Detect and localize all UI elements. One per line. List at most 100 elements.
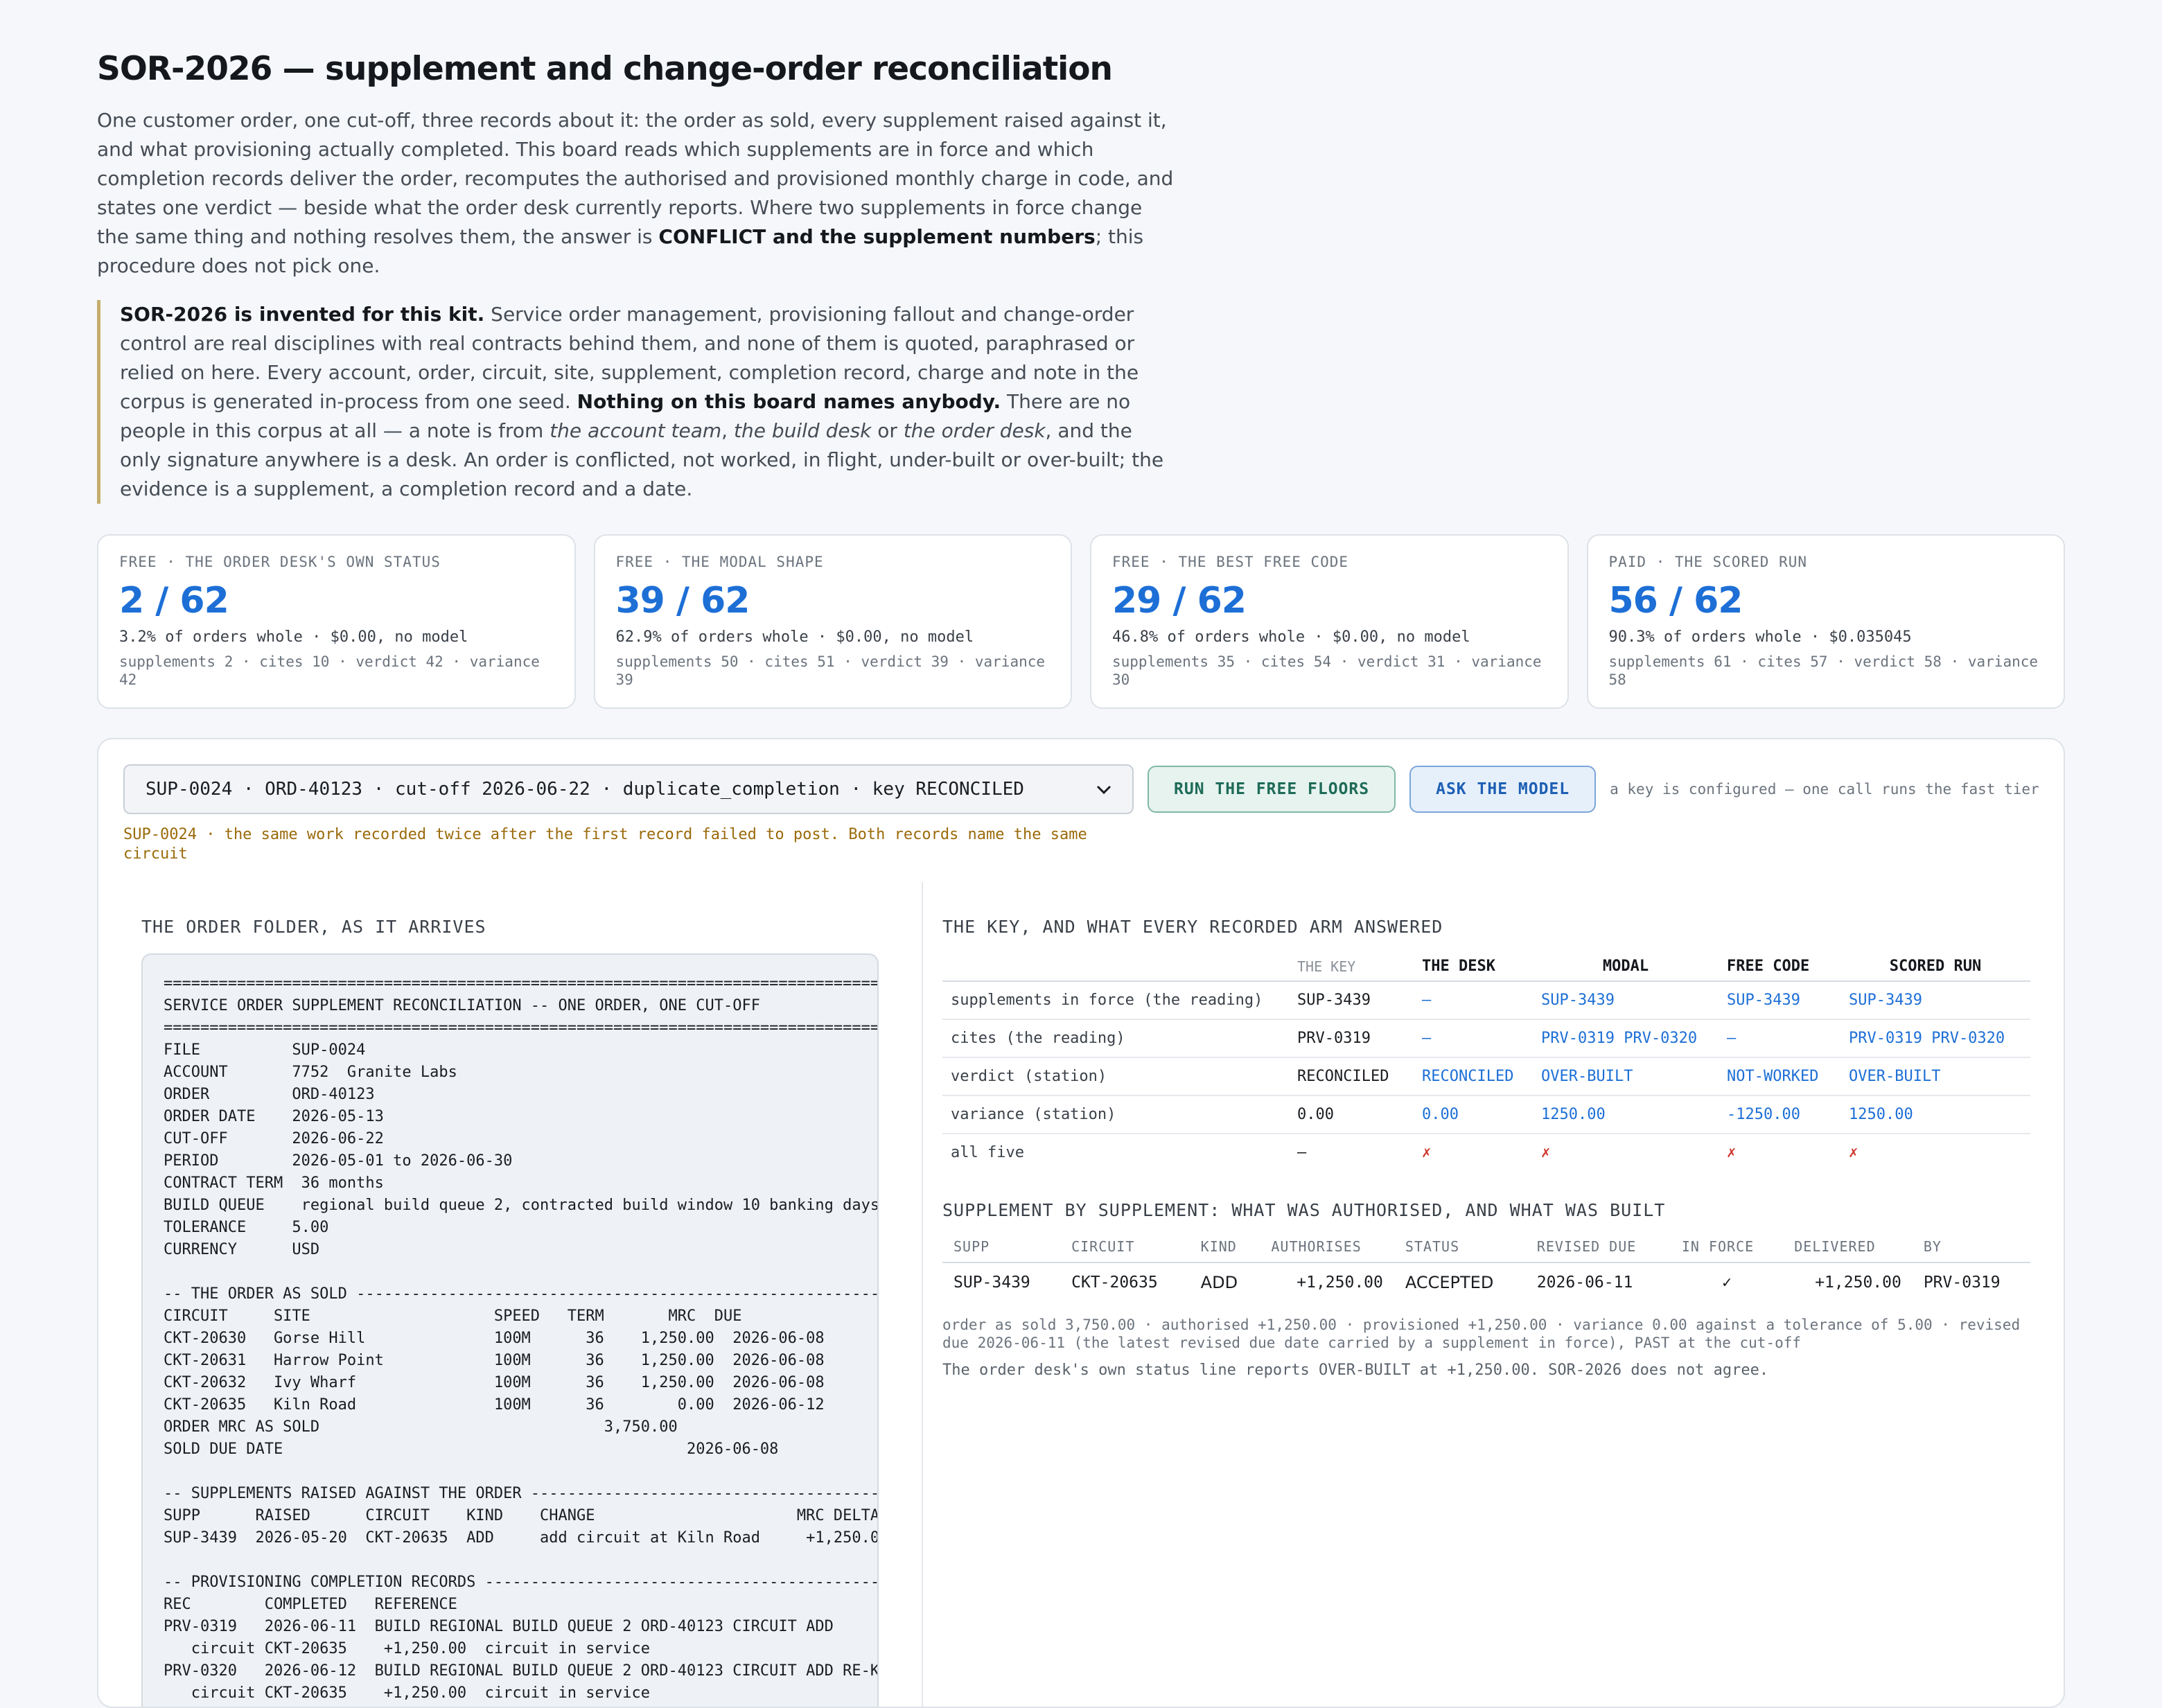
cross-icon: ✗ — [1840, 1133, 2030, 1171]
intro-bold: CONFLICT and the supplement numbers — [658, 225, 1096, 248]
desk-value: — — [1414, 1019, 1533, 1057]
modal-value: OVER-BUILT — [1533, 1057, 1719, 1095]
col-authorises: AUTHORISES — [1260, 1231, 1394, 1263]
note-text-3: , and the only signature anywhere is a d… — [120, 419, 1164, 500]
card-line-2: supplements 35 · cites 54 · verdict 31 ·… — [1112, 653, 1542, 688]
col-status: STATUS — [1394, 1231, 1526, 1263]
score-card: FREE · THE MODAL SHAPE 39 / 62 62.9% of … — [593, 534, 1072, 709]
chevron-down-icon — [1096, 779, 1111, 800]
free-code-value: SUP-3439 — [1719, 980, 1840, 1019]
check-icon: ✓ — [1722, 1274, 1732, 1292]
table-row: variance (station) 0.00 0.00 1250.00 -12… — [942, 1095, 2030, 1134]
key-value: RECONCILED — [1289, 1057, 1414, 1095]
key-value: 0.00 — [1289, 1095, 1414, 1134]
column-divider — [922, 882, 923, 1707]
key-col-key: THE KEY — [1289, 947, 1414, 982]
order-folder-heading: THE ORDER FOLDER, AS IT ARRIVES — [141, 917, 486, 937]
controls-bar: SUP-0024 · ORD-40123 · cut-off 2026-06-2… — [123, 764, 2039, 814]
modal-value: 1250.00 — [1533, 1095, 1719, 1134]
card-score: 39 / 62 — [615, 580, 750, 622]
card-label: PAID · THE SCORED RUN — [1608, 554, 1808, 570]
supp-delivered: +1,250.00 — [1815, 1274, 1901, 1292]
table-row: all five — ✗ ✗ ✗ ✗ — [942, 1133, 2030, 1171]
page-title: SOR-2026 — supplement and change-order r… — [97, 50, 1113, 88]
table-row: cites (the reading) PRV-0319 — PRV-0319 … — [942, 1019, 2030, 1057]
key-value: PRV-0319 — [1289, 1019, 1414, 1057]
col-by: BY — [1912, 1231, 2030, 1263]
col-revised-due: REVISED DUE — [1525, 1231, 1671, 1263]
row-label: verdict (station) — [942, 1057, 1289, 1095]
supp-status: ACCEPTED — [1405, 1273, 1494, 1292]
supp-kind: ADD — [1200, 1273, 1238, 1292]
ask-model-button[interactable]: ASK THE MODEL — [1409, 766, 1597, 813]
card-line-1: 90.3% of orders whole · $0.035045 — [1608, 628, 1912, 646]
note-bold-1: SOR-2026 is invented for this kit. — [120, 303, 485, 326]
key-col-scored-run: SCORED RUN — [1840, 947, 2030, 982]
order-select[interactable]: SUP-0024 · ORD-40123 · cut-off 2026-06-2… — [123, 764, 1134, 814]
cross-icon: ✗ — [1414, 1133, 1533, 1171]
key-col-modal: MODAL — [1533, 947, 1719, 982]
free-code-value: NOT-WORKED — [1719, 1057, 1840, 1095]
score-card: FREE · THE BEST FREE CODE 29 / 62 46.8% … — [1090, 534, 1569, 709]
note-comma-1: , — [721, 419, 734, 442]
supplement-heading: SUPPLEMENT BY SUPPLEMENT: WHAT WAS AUTHO… — [942, 1200, 1666, 1220]
intro-pre: One customer order, one cut-off, three r… — [97, 109, 1174, 248]
card-score: 2 / 62 — [119, 580, 229, 622]
table-row: SUP-3439 CKT-20635 ADD +1,250.00 ACCEPTE… — [942, 1262, 2030, 1302]
key-section: THE KEY, AND WHAT EVERY RECORDED ARM ANS… — [942, 917, 2030, 1379]
order-folder-section: THE ORDER FOLDER, AS IT ARRIVES ========… — [141, 917, 879, 1707]
modal-value: SUP-3439 — [1533, 980, 1719, 1019]
card-score: 29 / 62 — [1112, 580, 1247, 622]
note-italic-2: the build desk — [733, 419, 872, 442]
card-label: FREE · THE ORDER DESK'S OWN STATUS — [119, 554, 441, 570]
free-code-value: -1250.00 — [1719, 1095, 1840, 1134]
order-select-value: SUP-0024 · ORD-40123 · cut-off 2026-06-2… — [146, 779, 1024, 800]
desk-value: — — [1414, 980, 1533, 1019]
supp-id: SUP-3439 — [953, 1274, 1030, 1292]
case-warning: SUP-0024 · the same work recorded twice … — [123, 826, 1087, 863]
row-label: all five — [942, 1133, 1289, 1171]
score-cards: FREE · THE ORDER DESK'S OWN STATUS 2 / 6… — [97, 534, 2065, 709]
score-card: FREE · THE ORDER DESK'S OWN STATUS 2 / 6… — [97, 534, 576, 709]
key-table-header: THE KEY THE DESK MODAL FREE CODE SCORED … — [942, 947, 2030, 982]
card-line-2: supplements 2 · cites 10 · verdict 42 · … — [119, 653, 540, 688]
card-label: FREE · THE MODAL SHAPE — [615, 554, 824, 570]
table-row: supplements in force (the reading) SUP-3… — [942, 980, 2030, 1019]
row-label: cites (the reading) — [942, 1019, 1289, 1057]
card-line-1: 46.8% of orders whole · $0.00, no model — [1112, 628, 1470, 646]
table-row: verdict (station) RECONCILED RECONCILED … — [942, 1057, 2030, 1095]
scored-run-value: OVER-BUILT — [1840, 1057, 2030, 1095]
score-card: PAID · THE SCORED RUN 56 / 62 90.3% of o… — [1586, 534, 2065, 709]
supplement-table-header: SUPP CIRCUIT KIND AUTHORISES STATUS REVI… — [942, 1231, 2030, 1263]
col-supp: SUPP — [942, 1231, 1061, 1263]
supp-by: PRV-0319 — [1923, 1274, 2001, 1292]
page: SOR-2026 — supplement and change-order r… — [97, 50, 2065, 1708]
row-label: variance (station) — [942, 1095, 1289, 1134]
scored-run-value: 1250.00 — [1840, 1095, 2030, 1134]
supp-revised-due: 2026-06-11 — [1536, 1274, 1633, 1292]
desk-verdict-line: The order desk's own status line reports… — [942, 1362, 1769, 1379]
card-line-1: 62.9% of orders whole · $0.00, no model — [615, 628, 974, 646]
supplement-table: SUPP CIRCUIT KIND AUTHORISES STATUS REVI… — [942, 1231, 2030, 1302]
scored-run-value: SUP-3439 — [1840, 980, 2030, 1019]
note-text-1: Service order management, provisioning f… — [120, 303, 1139, 413]
cross-icon: ✗ — [1719, 1133, 1840, 1171]
order-folder-box[interactable]: ========================================… — [141, 953, 879, 1707]
col-delivered: DELIVERED — [1783, 1231, 1913, 1263]
note-italic-1: the account team — [550, 419, 722, 442]
cross-icon: ✗ — [1533, 1133, 1719, 1171]
desk-value: RECONCILED — [1414, 1057, 1533, 1095]
key-value: SUP-3439 — [1289, 980, 1414, 1019]
run-free-floors-button[interactable]: RUN THE FREE FLOORS — [1148, 766, 1396, 813]
card-label: FREE · THE BEST FREE CODE — [1112, 554, 1349, 570]
note-text-2: There are no people in this corpus at al… — [120, 390, 1131, 442]
card-score: 56 / 62 — [1608, 580, 1743, 622]
intro-post: ; this procedure does not pick one. — [97, 225, 1144, 277]
key-table: THE KEY THE DESK MODAL FREE CODE SCORED … — [942, 947, 2030, 1171]
disclaimer-note: SOR-2026 is invented for this kit. Servi… — [97, 300, 1178, 504]
key-heading: THE KEY, AND WHAT EVERY RECORDED ARM ANS… — [942, 917, 1443, 937]
note-bold-2: Nothing on this board names anybody. — [577, 390, 1001, 413]
note-or: or — [871, 419, 904, 442]
card-line-1: 3.2% of orders whole · $0.00, no model — [119, 628, 468, 646]
card-line-2: supplements 61 · cites 57 · verdict 58 ·… — [1608, 653, 2039, 688]
